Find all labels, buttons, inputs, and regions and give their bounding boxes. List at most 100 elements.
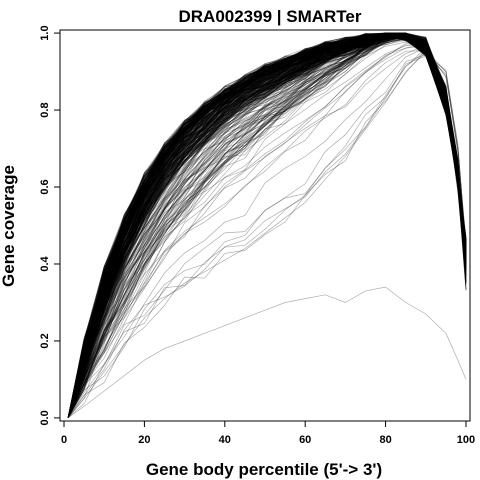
coverage-line <box>67 37 467 418</box>
coverage-line <box>67 33 467 419</box>
coverage-line <box>67 32 467 419</box>
coverage-line <box>67 32 467 419</box>
coverage-line <box>67 35 467 419</box>
coverage-line <box>67 51 467 419</box>
coverage-line <box>67 32 467 418</box>
coverage-line <box>67 35 467 418</box>
coverage-line <box>67 32 467 418</box>
y-axis: 0.0 0.2 0.4 0.6 0.8 1.0 <box>39 25 60 426</box>
coverage-line <box>67 33 467 418</box>
coverage-line <box>67 36 467 419</box>
coverage-line <box>67 32 467 418</box>
coverage-line <box>67 32 467 419</box>
coverage-line <box>67 32 467 418</box>
coverage-line <box>67 32 467 418</box>
coverage-line <box>67 42 467 419</box>
coverage-line <box>67 34 467 418</box>
coverage-line <box>67 39 467 419</box>
coverage-line <box>67 32 467 418</box>
coverage-line <box>67 35 467 419</box>
coverage-line <box>67 32 467 419</box>
coverage-line <box>67 32 467 418</box>
coverage-line <box>67 33 467 419</box>
coverage-line <box>67 36 467 418</box>
coverage-line <box>67 32 467 419</box>
coverage-line <box>67 34 467 419</box>
coverage-line <box>67 32 467 418</box>
coverage-line <box>67 32 467 418</box>
coverage-line <box>67 32 467 418</box>
coverage-line <box>67 33 467 419</box>
y-tick-label: 0.6 <box>39 179 51 194</box>
coverage-line <box>67 36 467 418</box>
coverage-line <box>67 35 467 419</box>
coverage-line <box>67 33 467 419</box>
coverage-line <box>67 33 467 419</box>
coverage-line <box>67 32 467 418</box>
coverage-line <box>67 49 467 419</box>
coverage-line <box>67 32 467 418</box>
coverage-line <box>67 42 467 419</box>
x-tick-label: 80 <box>379 434 391 446</box>
coverage-line <box>67 32 467 418</box>
coverage-line <box>67 32 467 418</box>
coverage-line <box>67 39 467 419</box>
coverage-line <box>67 36 467 418</box>
coverage-line <box>67 35 467 418</box>
coverage-line <box>67 32 467 419</box>
coverage-line <box>67 36 467 419</box>
coverage-line <box>67 32 467 418</box>
coverage-line <box>67 34 467 418</box>
coverage-line <box>67 36 467 418</box>
coverage-line <box>67 36 467 419</box>
coverage-line <box>67 32 467 418</box>
coverage-line <box>67 34 467 419</box>
coverage-line <box>67 286 467 419</box>
coverage-line <box>67 32 467 418</box>
coverage-line <box>67 32 467 418</box>
coverage-line <box>67 33 467 419</box>
coverage-line <box>67 35 467 418</box>
coverage-line <box>67 33 467 419</box>
coverage-line <box>67 32 467 418</box>
coverage-line <box>67 34 467 419</box>
coverage-line <box>67 32 467 419</box>
coverage-line <box>67 32 467 418</box>
coverage-line <box>67 32 467 418</box>
coverage-line <box>67 32 467 419</box>
coverage-line <box>67 32 467 418</box>
coverage-line <box>67 32 467 418</box>
coverage-line <box>67 35 467 418</box>
coverage-line <box>67 32 467 418</box>
coverage-line <box>67 45 467 419</box>
coverage-line <box>67 32 467 419</box>
coverage-line <box>67 34 467 419</box>
coverage-line <box>67 35 467 419</box>
coverage-line <box>67 32 467 418</box>
coverage-line <box>67 34 467 418</box>
coverage-line <box>67 33 467 418</box>
coverage-line <box>67 32 467 418</box>
coverage-line <box>67 33 467 418</box>
coverage-line <box>67 33 467 419</box>
coverage-line <box>67 32 467 419</box>
coverage-line <box>67 35 467 419</box>
coverage-line <box>67 34 467 419</box>
coverage-line <box>67 32 467 419</box>
coverage-line <box>67 33 467 419</box>
coverage-line <box>67 32 467 419</box>
coverage-line <box>67 34 467 418</box>
coverage-line <box>67 32 467 418</box>
coverage-line <box>67 36 467 419</box>
coverage-line <box>67 32 467 418</box>
coverage-line <box>67 32 467 418</box>
coverage-line <box>67 35 467 418</box>
coverage-line <box>67 36 467 419</box>
coverage-line <box>67 32 467 419</box>
coverage-line <box>67 34 467 419</box>
coverage-line <box>67 34 467 419</box>
coverage-line <box>67 32 467 418</box>
coverage-line <box>67 32 467 418</box>
coverage-line <box>67 33 467 418</box>
